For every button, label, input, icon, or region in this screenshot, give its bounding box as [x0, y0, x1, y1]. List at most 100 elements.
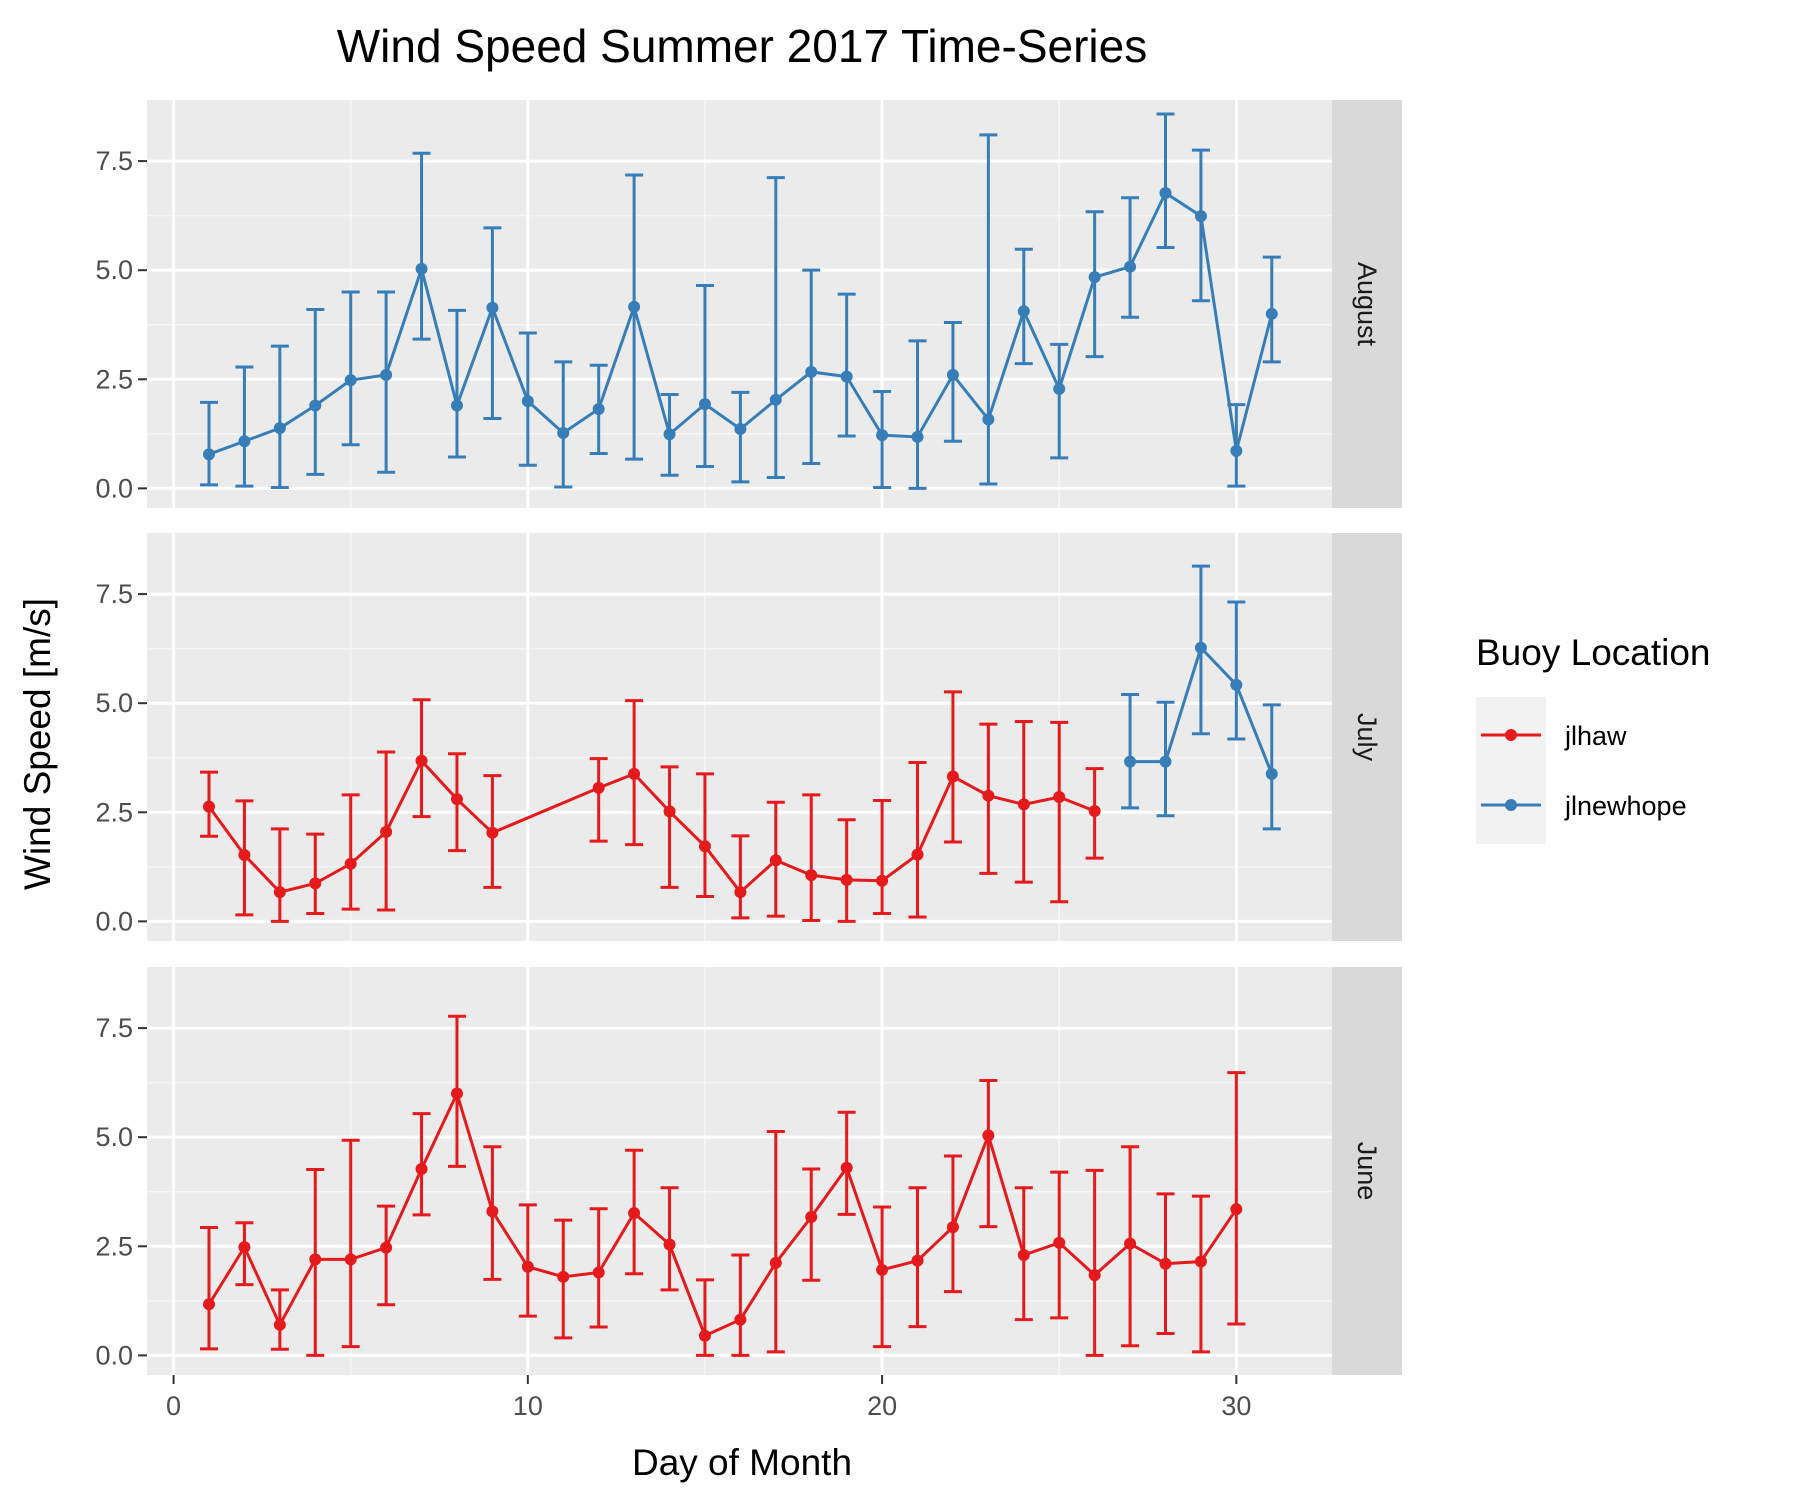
data-point	[592, 402, 605, 415]
series-jlnewhope	[1121, 564, 1281, 831]
y-tick-label: 7.5	[95, 579, 133, 609]
error-bar	[660, 765, 679, 889]
data-point	[273, 1318, 286, 1331]
data-point	[238, 435, 251, 448]
data-point	[805, 1211, 818, 1224]
data-point	[734, 423, 747, 436]
error-bar	[802, 1167, 821, 1282]
y-tick-label: 5.0	[95, 1122, 133, 1152]
series-jlhaw	[199, 1014, 1246, 1357]
x-axis: 0 10 20 30	[166, 1375, 1251, 1421]
data-point	[309, 877, 322, 890]
data-point	[1159, 755, 1172, 768]
error-bar	[589, 757, 608, 843]
data-point	[698, 1329, 711, 1342]
data-point	[309, 1253, 322, 1266]
error-bar	[802, 793, 821, 922]
data-point	[238, 1241, 251, 1254]
data-point	[769, 854, 782, 867]
data-point	[309, 399, 322, 412]
legend-entries: jlhaw jlnewhope	[1481, 721, 1687, 821]
data-point	[1194, 1255, 1207, 1268]
facet-strip	[1332, 967, 1402, 1375]
panel-july: 0.0 2.5 5.0 7.5 July	[95, 533, 1402, 941]
data-point	[1088, 804, 1101, 817]
series-line	[207, 758, 1096, 895]
error-bar	[1227, 600, 1246, 741]
data-point	[628, 767, 641, 780]
data-point	[1017, 1249, 1030, 1261]
legend-key-background	[1476, 697, 1546, 844]
data-point	[1159, 186, 1172, 199]
error-bar	[377, 1204, 396, 1307]
y-tick-label: 7.5	[95, 146, 133, 176]
data-point	[982, 1129, 995, 1142]
x-axis-title: Day of Month	[632, 1442, 852, 1483]
error-bar	[1191, 1194, 1210, 1354]
data-point	[415, 262, 428, 275]
data-point	[238, 849, 251, 862]
legend-label: jlhaw	[1564, 721, 1627, 751]
error-bar	[341, 1138, 360, 1349]
data-point	[769, 1256, 782, 1269]
error-bar	[908, 761, 927, 919]
y-tick-label: 0.0	[95, 906, 133, 936]
data-point	[840, 873, 853, 886]
data-point	[734, 886, 747, 899]
data-point	[557, 426, 570, 439]
data-point	[698, 840, 711, 853]
x-tick-label: 10	[513, 1391, 543, 1421]
legend-key-point	[1505, 799, 1517, 811]
error-bar	[1121, 196, 1140, 319]
y-tick-label: 0.0	[95, 473, 133, 503]
data-point	[946, 368, 959, 381]
data-point	[273, 422, 286, 435]
data-point	[521, 395, 534, 408]
data-point	[805, 869, 818, 882]
facet-strip	[1332, 533, 1402, 941]
data-point	[273, 886, 286, 899]
error-bar	[837, 292, 856, 438]
data-point	[1017, 305, 1030, 318]
data-point	[1124, 1237, 1137, 1250]
error-bar	[766, 176, 785, 479]
error-bar	[908, 339, 927, 490]
error-bar	[1227, 1071, 1246, 1326]
data-point	[380, 825, 393, 838]
error-bar	[306, 832, 325, 916]
error-bar	[625, 173, 644, 461]
error-bar	[270, 827, 289, 923]
data-point	[663, 1238, 676, 1251]
error-bar	[341, 793, 360, 911]
error-bar	[235, 365, 254, 488]
data-point	[663, 428, 676, 441]
data-point	[1088, 1269, 1101, 1282]
data-point	[876, 1263, 889, 1276]
error-bar	[873, 798, 892, 916]
legend-label: jlnewhope	[1564, 791, 1687, 821]
error-bar	[837, 818, 856, 923]
error-bar	[943, 321, 962, 443]
data-point	[415, 754, 428, 767]
data-point	[450, 399, 463, 412]
error-bar	[518, 1203, 537, 1318]
error-bar	[731, 834, 750, 920]
data-point	[1230, 678, 1243, 691]
data-point	[1265, 307, 1278, 320]
error-bar	[199, 400, 218, 487]
data-point	[486, 1205, 499, 1218]
data-point	[911, 430, 924, 443]
data-point	[946, 770, 959, 783]
error-bar	[341, 290, 360, 447]
error-bar	[1156, 112, 1175, 249]
data-point	[486, 301, 499, 314]
error-bar	[695, 772, 714, 898]
series-line	[207, 1089, 1238, 1338]
data-point	[415, 1163, 428, 1176]
data-point	[769, 393, 782, 406]
data-point	[1053, 791, 1066, 803]
data-point	[521, 1260, 534, 1273]
data-point	[982, 413, 995, 426]
x-tick-label: 20	[867, 1391, 897, 1421]
data-point	[592, 781, 605, 794]
